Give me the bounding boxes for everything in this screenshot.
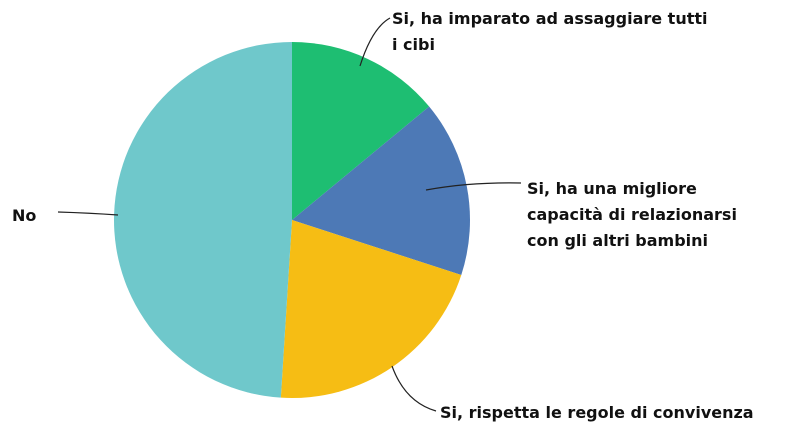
slice-label: Si, ha imparato ad assaggiare tutti i ci… (392, 9, 708, 54)
leader-line (57, 211, 119, 216)
leader-line (359, 17, 391, 67)
slice-label: Si, ha una migliore capacità di relazion… (527, 179, 737, 250)
leader-line (391, 365, 437, 412)
pie-slice (114, 42, 292, 398)
pie-slice (292, 42, 430, 220)
slice-label: Si, rispetta le regole di convivenza (440, 403, 754, 422)
leader-line (425, 182, 522, 191)
slice-label: No (12, 206, 37, 225)
pie-slice (280, 220, 462, 398)
pie-slice (292, 106, 470, 276)
